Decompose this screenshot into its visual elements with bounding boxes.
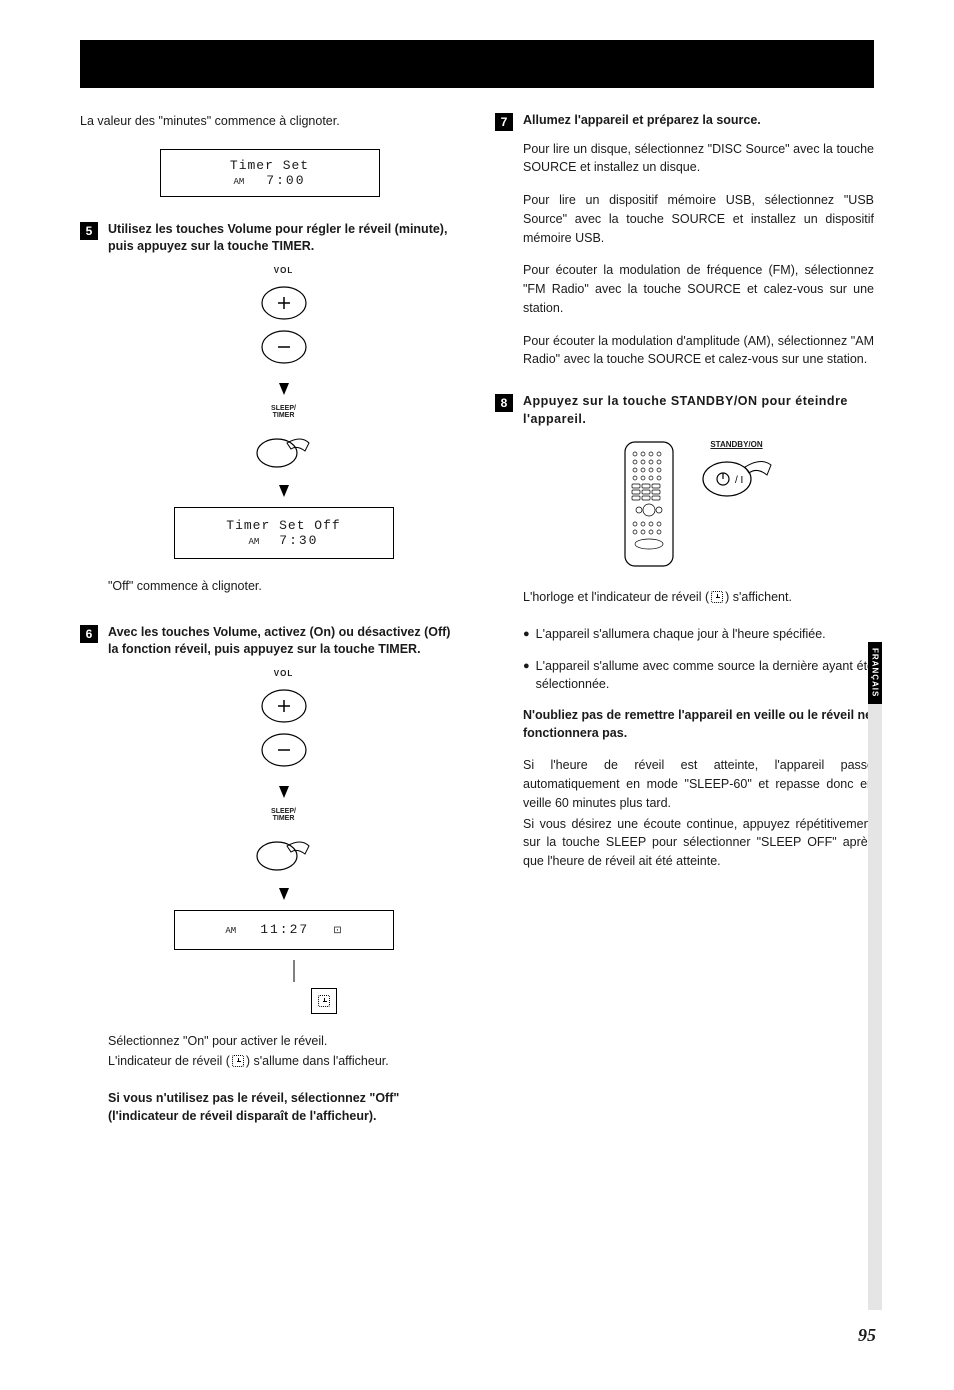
bullet-1: ● L'appareil s'allumera chaque jour à l'…: [523, 625, 874, 645]
step-5-heading: Utilisez les touches Volume pour régler …: [108, 221, 459, 256]
intro-text: La valeur des "minutes" commence à clign…: [80, 112, 459, 131]
step-7-number: 7: [495, 113, 513, 131]
final-bold-note: Si vous n'utilisez pas le réveil, sélect…: [108, 1089, 459, 1125]
lcd2-am: AM: [248, 537, 259, 547]
step-8-heading: Appuyez sur la touche STANDBY/ON pour ét…: [523, 393, 874, 428]
p4: Pour écouter la modulation d'amplitude (…: [523, 332, 874, 370]
lcd2-time: 7:30: [279, 533, 318, 548]
indicator-text: L'indicateur de réveil () s'allume dans …: [108, 1052, 459, 1071]
clock-callout-box: [311, 988, 337, 1014]
lcd-display-2: Timer Set Off AM 7:30: [174, 507, 394, 559]
lcd-display-3: AM 11:27 ⊡: [174, 910, 394, 950]
step-8-number: 8: [495, 394, 513, 412]
bullet-2: ● L'appareil s'allume avec comme source …: [523, 657, 874, 695]
header-black-bar: [80, 40, 874, 88]
vol-label: VOL: [274, 266, 293, 275]
standby-label: STANDBY/ON: [710, 440, 762, 449]
step-5-number: 5: [80, 222, 98, 240]
clock-icon: [318, 995, 330, 1007]
vol-label-2: VOL: [274, 669, 293, 678]
lcd1-am: AM: [233, 177, 244, 187]
lcd3-am: AM: [225, 926, 236, 936]
p6: Si vous désirez une écoute continue, app…: [523, 815, 874, 871]
lcd3-icon: ⊡: [333, 925, 341, 937]
page-number: 95: [858, 1325, 876, 1346]
timer-button-press-icon: [249, 429, 319, 475]
warning-bold: N'oubliez pas de remettre l'appareil en …: [523, 706, 874, 742]
arrow-down-icon: [279, 383, 289, 395]
sleep-paragraphs: Si l'heure de réveil est atteinte, l'app…: [523, 756, 874, 871]
bullet-icon: ●: [523, 625, 530, 645]
remote-control-icon: [621, 440, 677, 570]
arrow-down-icon: [279, 485, 289, 497]
step-6-heading: Avec les touches Volume, activez (On) ou…: [108, 624, 459, 659]
sleep-timer-label: SLEEP/TIMER: [271, 405, 296, 419]
step-5-diagram: VOL SLEEP/TIMER: [108, 266, 459, 559]
step-5: 5 Utilisez les touches Volume pour régle…: [80, 221, 459, 614]
p3: Pour écouter la modulation de fréquence …: [523, 261, 874, 317]
select-on-text: Sélectionnez "On" pour activer le réveil…: [108, 1032, 459, 1051]
arrow-down-icon: [279, 888, 289, 900]
timer-button-press-icon: [249, 832, 319, 878]
svg-text:/ I: / I: [735, 475, 743, 486]
left-column: La valeur des "minutes" commence à clign…: [80, 112, 459, 1135]
lcd1-time: 7:00: [266, 173, 305, 188]
step-8: 8 Appuyez sur la touche STANDBY/ON pour …: [495, 393, 874, 885]
step-8-diagram: STANDBY/ON / I: [523, 440, 874, 570]
clock-icon: [232, 1055, 244, 1067]
p5: Si l'heure de réveil est atteinte, l'app…: [523, 756, 874, 812]
lcd2-line1: Timer Set Off: [226, 518, 340, 533]
step-7: 7 Allumez l'appareil et préparez la sour…: [495, 112, 874, 383]
right-column: 7 Allumez l'appareil et préparez la sour…: [495, 112, 874, 1135]
off-blink-text: "Off" commence à clignoter.: [108, 577, 459, 596]
language-tab: FRANÇAIS: [868, 642, 882, 704]
step-6: 6 Avec les touches Volume, activez (On) …: [80, 624, 459, 1126]
lcd3-time: 11:27: [260, 922, 309, 937]
volume-buttons-icon: [254, 285, 314, 373]
step-6-diagram: VOL SLEEP/TIMER: [108, 669, 459, 1014]
step-7-body: Pour lire un disque, sélectionnez "DISC …: [523, 140, 874, 370]
standby-button-press-icon: / I: [697, 453, 777, 503]
clock-display-text: L'horloge et l'indicateur de réveil () s…: [523, 588, 874, 607]
p2: Pour lire un dispositif mémoire USB, sél…: [523, 191, 874, 247]
step-6-number: 6: [80, 625, 98, 643]
p1: Pour lire un disque, sélectionnez "DISC …: [523, 140, 874, 178]
volume-buttons-icon: [254, 688, 314, 776]
callout-line-icon: [254, 960, 314, 990]
side-stripe: [868, 704, 882, 1310]
clock-icon: [711, 591, 723, 603]
arrow-down-icon: [279, 786, 289, 798]
lcd1-line1: Timer Set: [230, 158, 309, 173]
lcd-display-1: Timer Set AM 7:00: [160, 149, 380, 197]
step-7-heading: Allumez l'appareil et préparez la source…: [523, 112, 874, 130]
bullet-icon: ●: [523, 657, 530, 695]
sleep-timer-label-2: SLEEP/TIMER: [271, 808, 296, 822]
content-area: La valeur des "minutes" commence à clign…: [0, 88, 954, 1135]
